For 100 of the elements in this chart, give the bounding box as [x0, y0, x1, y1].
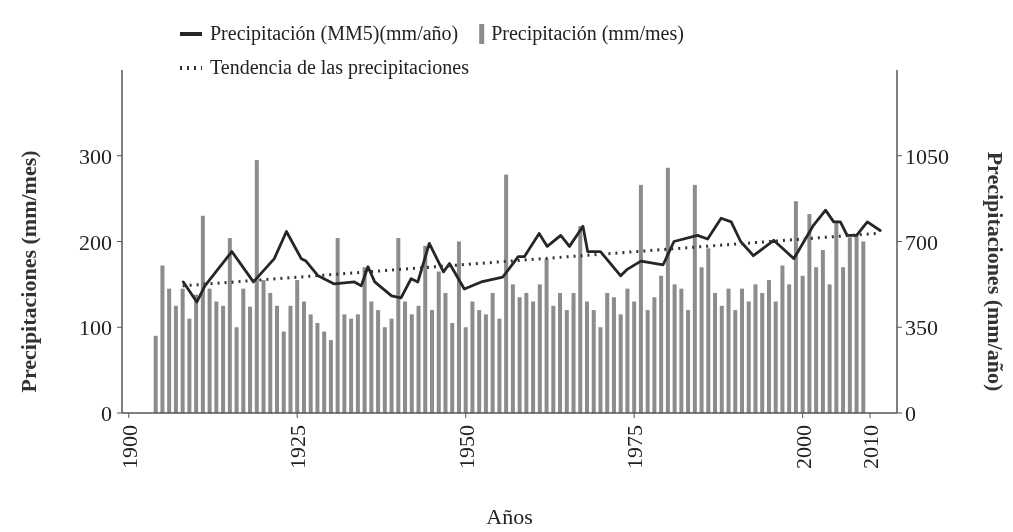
y-tick-label: 0: [101, 401, 112, 426]
bar: [281, 331, 286, 413]
bar: [780, 265, 785, 413]
bar: [234, 327, 239, 413]
bar: [638, 184, 643, 413]
bar: [160, 265, 165, 413]
bar: [376, 310, 381, 413]
bar: [820, 250, 825, 413]
bar: [854, 235, 859, 413]
x-axis-title: Años: [486, 504, 533, 529]
bar: [200, 215, 205, 413]
bar: [180, 288, 185, 413]
bar: [241, 288, 246, 413]
bar: [173, 305, 178, 413]
y2-tick-label: 0: [905, 401, 916, 426]
bar: [517, 297, 522, 413]
bar: [261, 280, 266, 413]
bar: [740, 288, 744, 413]
bar: [248, 306, 253, 413]
legend-label: Precipitación (MM5)(mm/año): [210, 22, 459, 45]
bar: [308, 314, 313, 413]
bar: [760, 292, 765, 413]
bar: [436, 271, 441, 413]
bar: [463, 327, 468, 413]
bar: [504, 174, 509, 413]
bar: [686, 310, 691, 413]
x-tick-label: 1950: [453, 425, 479, 469]
bar: [632, 301, 637, 413]
bar: [800, 275, 805, 413]
bar: [510, 284, 515, 413]
bar: [793, 201, 798, 413]
x-tick-label: 2010: [858, 425, 884, 469]
bar: [403, 301, 408, 413]
y2-axis-title: Precipitaciones (mm/año): [983, 151, 1008, 392]
y2-tick-label: 700: [905, 229, 938, 255]
bar: [578, 226, 583, 413]
bar: [268, 292, 273, 413]
bar: [254, 160, 259, 413]
bar: [328, 340, 333, 413]
bar: [625, 288, 630, 413]
bar: [153, 335, 158, 413]
bar: [275, 305, 279, 413]
y-tick-label: 300: [79, 143, 112, 169]
bar: [362, 267, 367, 413]
bar: [746, 301, 751, 413]
bar: [396, 238, 401, 413]
bar: [322, 331, 327, 413]
bar: [369, 301, 374, 413]
bar: [665, 167, 670, 413]
bar: [349, 318, 354, 413]
bar: [288, 305, 293, 413]
legend-label: Tendencia de las precipitaciones: [210, 56, 470, 79]
bar: [187, 318, 192, 413]
bar: [335, 238, 340, 413]
bar: [301, 301, 306, 413]
bar: [558, 292, 563, 413]
bar: [652, 297, 657, 413]
legend-label: Precipitación (mm/mes): [491, 22, 684, 45]
bar: [834, 220, 839, 413]
x-tick-label: 1975: [622, 425, 648, 469]
y2-tick-label: 350: [905, 315, 938, 341]
bar: [382, 327, 387, 413]
bar: [214, 301, 219, 413]
bar: [497, 318, 502, 413]
bar: [605, 292, 610, 413]
bar: [672, 284, 677, 413]
bar: [706, 248, 711, 413]
bar: [841, 267, 846, 413]
bar: [753, 284, 758, 413]
bar: [645, 310, 650, 413]
bar: [456, 241, 461, 413]
bar: [713, 292, 718, 413]
y-axis-title: Precipitaciones (mm/mes): [16, 150, 41, 393]
bar: [659, 275, 664, 413]
bar: [315, 322, 320, 413]
bar: [564, 310, 569, 413]
bar: [524, 292, 529, 413]
bar: [416, 305, 421, 413]
bar: [207, 288, 212, 413]
bar: [531, 301, 536, 413]
bar: [773, 301, 778, 413]
line-series: [181, 208, 882, 304]
bar: [537, 284, 542, 413]
bar: [490, 292, 495, 413]
bar: [167, 288, 172, 413]
bar: [827, 284, 832, 413]
bar: [719, 305, 724, 413]
bar: [544, 258, 549, 413]
bar: [807, 214, 812, 413]
bar: [443, 292, 448, 413]
bar: [618, 314, 623, 413]
bar: [598, 327, 603, 413]
bar: [733, 310, 738, 413]
y2-tick-label: 1050: [905, 143, 949, 169]
bar: [766, 280, 771, 413]
bar: [342, 314, 347, 413]
bar: [726, 288, 731, 413]
bar: [861, 241, 866, 413]
bar: [847, 237, 852, 413]
y-tick-label: 100: [79, 315, 112, 341]
